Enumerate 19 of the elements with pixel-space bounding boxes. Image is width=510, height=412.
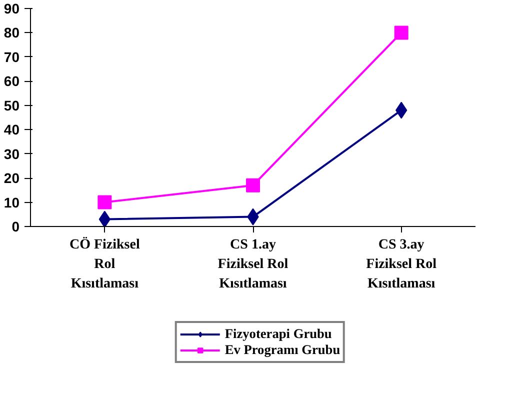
x-tick-label: CÖ Fiziksel Rol Kısıtlaması <box>69 236 140 292</box>
y-tick-label: 50 <box>4 97 20 114</box>
legend-label: Fizyoterapi Grubu <box>224 326 332 342</box>
y-tick-label: 10 <box>4 194 20 210</box>
point <box>98 210 110 226</box>
point <box>98 195 112 210</box>
x-tick-label: CS 1.ay Fiziksel Rol Kısıtlaması <box>218 238 288 292</box>
point <box>246 178 260 192</box>
y-tick-label: 0 <box>12 218 20 234</box>
y-tick-label: 90 <box>4 0 20 16</box>
point <box>394 26 408 40</box>
y-tick-label: 60 <box>4 73 20 90</box>
y-tick-label: 70 <box>4 48 20 65</box>
y-tick-label: 40 <box>4 122 20 138</box>
legend-label: Ev Programı Grubu <box>224 342 340 358</box>
y-tick-label: 30 <box>4 146 20 162</box>
y-tick-label: 20 <box>4 170 20 186</box>
y-tick-label: 80 <box>4 24 20 41</box>
x-tick-label: CS 3.ay Fiziksel Rol Kısıtlaması <box>366 238 437 292</box>
